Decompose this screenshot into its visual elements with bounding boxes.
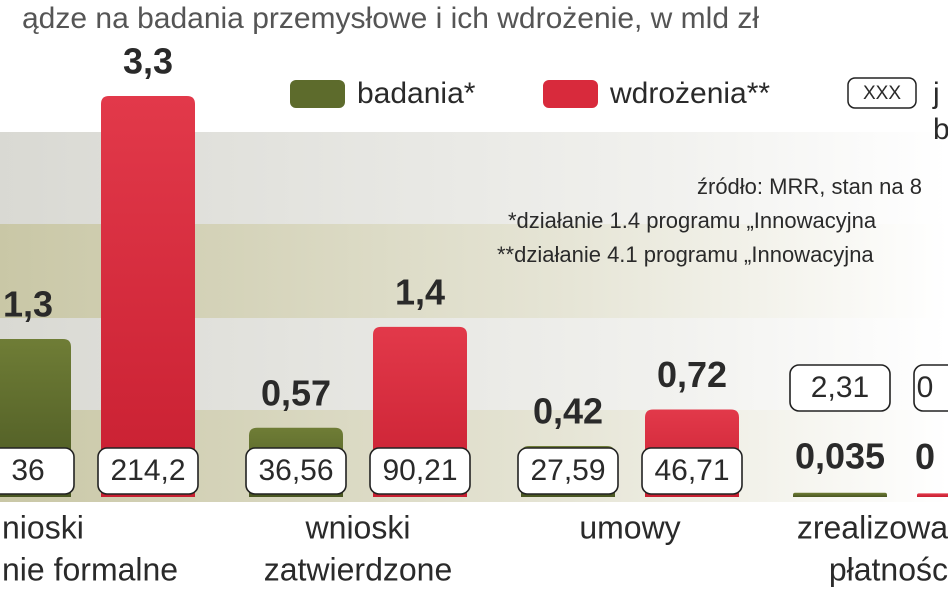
count-box [245,447,347,495]
category-label: zrealizowa [797,509,948,545]
count-box [913,364,948,412]
category-label: wnioski [305,509,411,545]
count-box-label: 36 [11,454,44,487]
notes: źródło: MRR, stan na 8 *działanie 1.4 pro… [497,174,922,267]
value-label: 1,3 [3,284,53,325]
count-box-label: 0 [917,371,934,404]
legend-box-label: XXX [863,83,901,104]
value-label: 0,72 [657,354,727,395]
source-note: źródło: MRR, stan na 8 [697,174,922,199]
value-label: 0,035 [795,435,885,476]
count-box-label: 214,2 [110,454,185,487]
count-box-label: 46,71 [654,454,729,487]
count-box [0,447,75,495]
value-label: 0,57 [261,372,331,413]
legend-swatch [543,80,598,108]
count-box [97,447,199,495]
legend-swatch [290,80,345,108]
legend-label: wdrożenia** [609,77,770,110]
count-box-label: 36,56 [258,454,333,487]
category-label: nioski [2,509,84,545]
value-label: 3,3 [123,41,173,82]
count-box [641,447,743,495]
legend: badania* wdrożenia** XXX jb [290,77,948,146]
bars: 36 1,3 36,56 0,57 27,59 0,42 2,31 0,035 214,2 3,3… [0,41,948,587]
value-label: 0,42 [533,390,603,431]
legend-box [847,77,917,109]
count-box [789,364,891,412]
bar [917,493,948,497]
legend-box-text: j [932,77,940,110]
value-label: 1,4 [395,271,445,312]
bar [101,96,195,497]
count-box-label: 27,59 [530,454,605,487]
count-box [517,447,619,495]
source-note: *działanie 1.4 programu „Innowacyjna [508,208,877,233]
category-label: umowy [579,509,680,545]
category-label: płatnośc [829,551,948,587]
value-label: 0 [915,436,935,477]
source-note: **działanie 4.1 programu „Innowacyjna [497,242,874,267]
bar [793,492,887,497]
count-box-label: 90,21 [382,454,457,487]
count-box-label: 2,31 [811,371,869,404]
legend-box-text: b [933,113,948,146]
category-label: nie formalne [2,551,178,587]
count-box [369,447,471,495]
category-label: zatwierdzone [264,551,453,587]
legend-label: badania* [357,77,476,110]
chart-title: ądze na badania przemysłowe i ich wdroże… [22,2,759,35]
